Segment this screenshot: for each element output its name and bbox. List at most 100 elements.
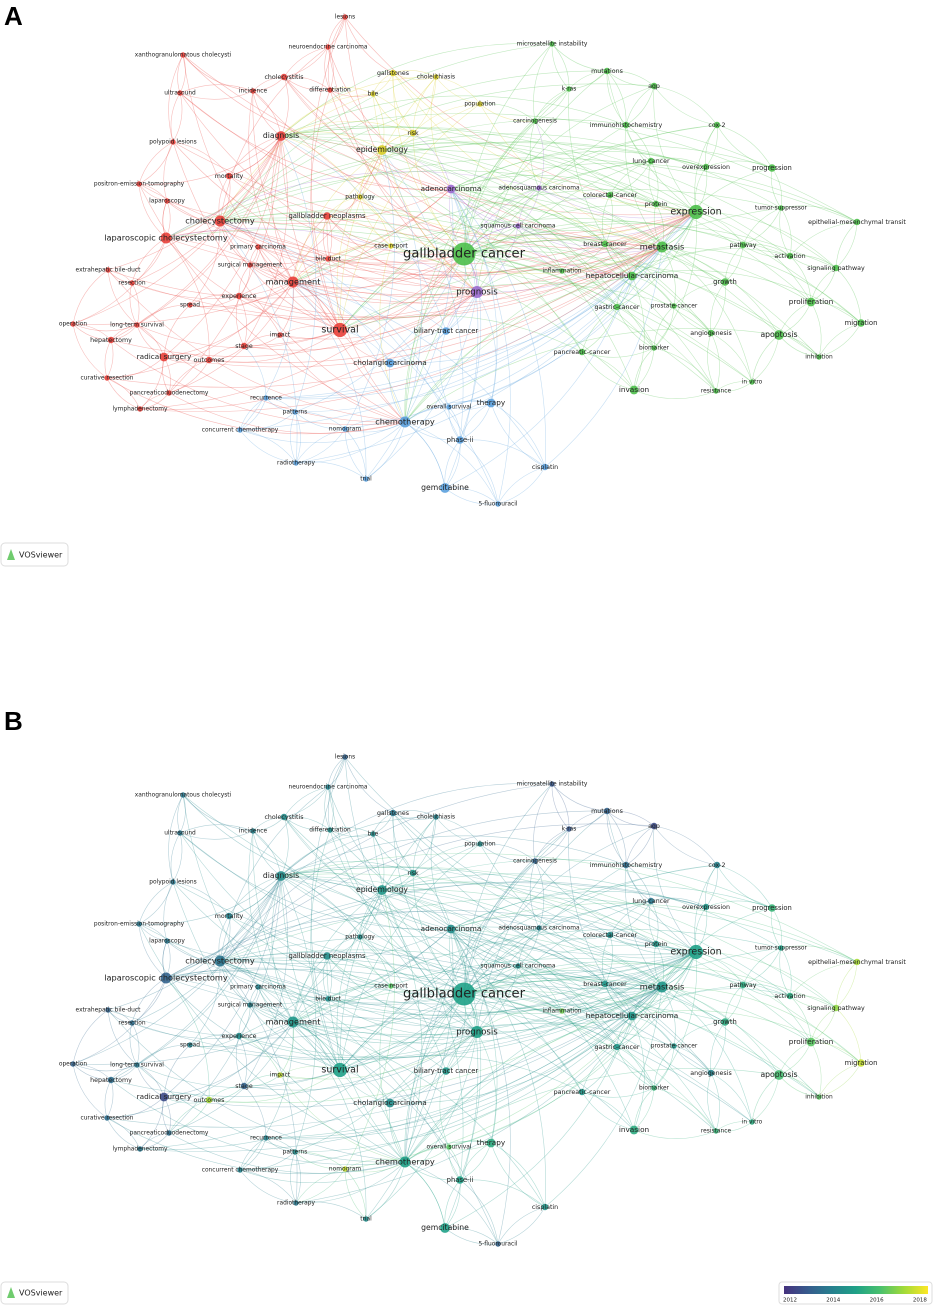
node — [166, 1130, 172, 1136]
node — [622, 121, 630, 129]
edge — [235, 1035, 245, 1087]
edge — [327, 984, 392, 1000]
node — [389, 809, 397, 817]
edge — [450, 188, 712, 334]
edge — [136, 304, 191, 326]
node-label: growth — [713, 1018, 737, 1026]
edge — [392, 812, 414, 874]
edge — [450, 175, 657, 205]
edge — [292, 246, 663, 304]
edge — [310, 16, 346, 331]
edge — [381, 149, 452, 190]
edge — [404, 1068, 780, 1163]
edge — [463, 253, 583, 353]
edge — [336, 149, 383, 331]
edge — [292, 955, 328, 1023]
edge — [435, 816, 481, 845]
edge — [835, 221, 858, 269]
edge — [295, 246, 663, 464]
edge — [609, 934, 697, 955]
edge — [165, 977, 341, 1071]
edge — [751, 334, 780, 383]
edge — [625, 825, 655, 866]
edge — [136, 1044, 191, 1066]
edge — [165, 142, 707, 239]
node-label: spread — [180, 303, 200, 309]
edge — [372, 93, 385, 151]
edge — [529, 860, 540, 929]
edge — [280, 875, 452, 931]
edge — [292, 281, 546, 468]
edge — [138, 881, 174, 925]
node-label: proliferation — [789, 297, 834, 306]
node-label: chemotherapy — [375, 417, 435, 427]
node-label: epidemiology — [356, 145, 408, 154]
node — [342, 754, 348, 760]
node-label: 5-fluorouracil — [478, 1242, 517, 1248]
edge — [631, 951, 697, 1017]
edge — [238, 295, 248, 347]
edge — [265, 211, 697, 399]
edge — [705, 864, 718, 908]
edge — [138, 141, 174, 185]
edge — [715, 1121, 753, 1132]
edge — [106, 1117, 406, 1175]
node-label: laparoscopy — [149, 939, 185, 945]
node-label: biomarker — [639, 346, 670, 352]
edge — [265, 951, 697, 1139]
edge — [280, 875, 361, 938]
edge — [463, 991, 820, 1098]
node-label: diagnosis — [263, 131, 299, 140]
edge — [208, 329, 341, 363]
edge — [463, 993, 717, 1132]
edge — [249, 928, 452, 1006]
edge — [404, 421, 446, 489]
edge — [228, 915, 697, 983]
edge — [648, 900, 657, 945]
node — [440, 1223, 450, 1233]
edge — [104, 339, 112, 379]
edge — [280, 135, 447, 332]
edge — [219, 960, 465, 1005]
edge — [650, 900, 659, 945]
edge — [631, 248, 791, 277]
edge — [534, 120, 545, 189]
edge — [389, 1070, 447, 1104]
node — [652, 200, 660, 208]
edge — [381, 889, 423, 1163]
color-bar — [784, 1286, 928, 1294]
edge — [448, 211, 697, 408]
node — [276, 131, 286, 141]
edge — [294, 411, 346, 430]
node-label: signaling pathway — [807, 1005, 865, 1012]
edge — [239, 951, 697, 1171]
edge — [106, 1079, 114, 1119]
node — [650, 822, 658, 830]
edge — [280, 113, 858, 223]
edge — [581, 1091, 635, 1131]
node — [292, 1149, 298, 1155]
edge — [517, 225, 563, 272]
edge — [631, 211, 697, 277]
node — [559, 1008, 565, 1014]
edge — [327, 16, 346, 48]
edge — [189, 220, 221, 306]
edge — [463, 160, 652, 255]
node — [240, 342, 248, 350]
edge — [107, 993, 465, 1039]
edge — [219, 960, 450, 1148]
edge — [326, 215, 333, 260]
node-label: cholecystitis — [264, 814, 303, 821]
edge — [72, 1063, 138, 1072]
node-label: epithelial-mesenchymal transit — [808, 959, 906, 966]
edge — [219, 209, 820, 358]
node-label: prostate-cancer — [651, 1044, 698, 1050]
edge — [710, 332, 720, 392]
edge — [581, 306, 618, 353]
edge — [450, 928, 482, 1181]
node-label: in vitro — [742, 1120, 763, 1126]
node-label: immunohistochemistry — [590, 122, 663, 129]
node-label: mutations — [591, 68, 623, 75]
edge — [280, 871, 383, 891]
edge — [294, 1015, 633, 1153]
